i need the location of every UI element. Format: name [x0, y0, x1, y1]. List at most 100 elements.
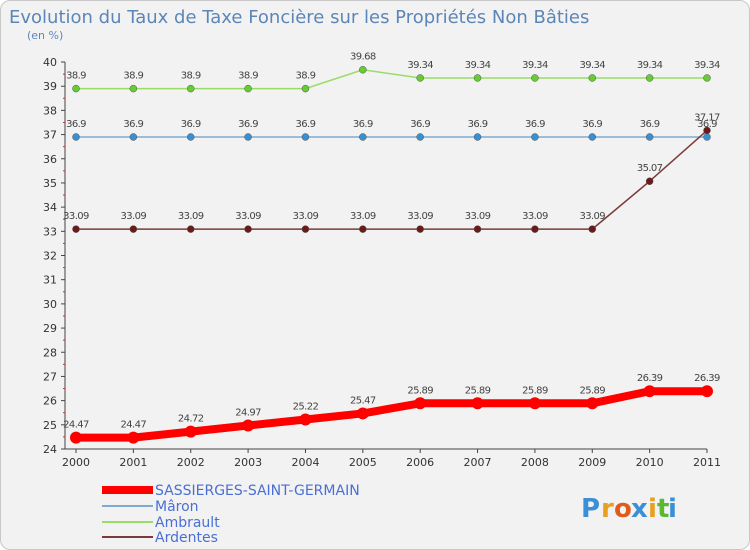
y-tick-label: 32: [43, 250, 57, 263]
data-point-ambrault: [588, 74, 597, 82]
legend: SASSIERGES-SAINT-GERMAINMâronAmbraultArd…: [102, 483, 360, 546]
data-label-ardentes: 35.07: [637, 163, 663, 174]
data-point-maron: [244, 133, 252, 141]
data-point-maron: [531, 133, 539, 141]
x-tick-label: 2010: [636, 456, 664, 469]
y-tick-label: 40: [43, 56, 57, 69]
x-tick-label: 2011: [693, 456, 721, 469]
data-point-ardentes: [72, 225, 80, 233]
data-label-sassierges-saint-germain: 25.89: [522, 385, 548, 396]
data-point-ambrault: [645, 74, 654, 82]
data-label-maron: 36.9: [640, 119, 660, 130]
legend-label-ambrault: Ambrault: [155, 515, 220, 531]
y-tick-label: 36: [43, 153, 57, 166]
data-label-maron: 36.9: [525, 119, 545, 130]
data-label-ardentes: 33.09: [178, 211, 204, 222]
series-line-sassierges-saint-germain: [72, 387, 711, 442]
data-label-ardentes: 33.09: [121, 211, 147, 222]
x-tick-label: 2004: [291, 456, 319, 469]
data-point-maron: [72, 133, 80, 141]
data-label-sassierges-saint-germain: 24.72: [178, 414, 204, 425]
data-point-ardentes: [359, 225, 367, 233]
data-point-ambrault: [473, 74, 482, 82]
data-label-ambrault: 38.9: [66, 71, 86, 82]
x-tick-label: 2005: [349, 456, 377, 469]
data-label-ambrault: 39.34: [579, 60, 605, 71]
data-label-ardentes: 33.09: [522, 211, 548, 222]
data-label-ardentes: 37.17: [694, 112, 720, 123]
y-tick-label: 27: [43, 370, 57, 383]
data-label-ardentes: 33.09: [63, 211, 89, 222]
data-point-maron: [703, 133, 711, 141]
data-point-ardentes: [531, 225, 539, 233]
data-point-sassierges-saint-germain: [70, 431, 82, 444]
data-label-sassierges-saint-germain: 24.47: [121, 420, 147, 431]
data-label-ambrault: 38.9: [123, 71, 143, 82]
data-point-ambrault: [703, 74, 711, 82]
data-point-sassierges-saint-germain: [242, 419, 255, 432]
data-label-maron: 36.9: [296, 119, 316, 130]
data-point-ardentes: [301, 225, 310, 233]
data-point-sassierges-saint-germain: [528, 397, 541, 410]
data-label-maron: 36.9: [353, 119, 373, 130]
data-point-ambrault: [301, 84, 310, 93]
data-point-maron: [301, 133, 310, 141]
data-point-sassierges-saint-germain: [299, 413, 312, 426]
data-point-sassierges-saint-germain: [471, 397, 484, 410]
data-point-sassierges-saint-germain: [414, 397, 427, 410]
data-label-sassierges-saint-germain: 25.89: [579, 385, 605, 396]
series-layer: [70, 65, 713, 444]
data-point-ardentes: [588, 225, 597, 233]
series-line-ambrault: [75, 68, 708, 90]
data-label-maron: 36.9: [123, 119, 143, 130]
data-point-sassierges-saint-germain: [701, 385, 713, 398]
data-point-sassierges-saint-germain: [356, 407, 369, 420]
legend-label-ardentes: Ardentes: [155, 530, 218, 546]
y-tick-label: 29: [43, 322, 57, 335]
data-label-ambrault: 39.34: [694, 60, 720, 71]
data-label-ardentes: 33.09: [350, 211, 376, 222]
y-tick-label: 35: [43, 177, 57, 190]
data-point-ambrault: [359, 65, 367, 74]
data-label-sassierges-saint-germain: 26.39: [694, 373, 720, 384]
series-line-ardentes: [75, 129, 708, 230]
x-tick-label: 2000: [62, 456, 90, 469]
data-point-sassierges-saint-germain: [184, 425, 197, 438]
y-tick-label: 37: [43, 129, 57, 142]
data-label-ambrault: 38.9: [296, 71, 316, 82]
chart-title: Evolution du Taux de Taxe Foncière sur l…: [9, 7, 589, 28]
data-label-ambrault: 39.34: [522, 60, 548, 71]
brand-letter: x: [631, 494, 648, 524]
y-tick-label: 31: [43, 274, 57, 287]
brand-letter: r: [601, 494, 614, 524]
data-label-ardentes: 33.09: [235, 211, 261, 222]
y-tick-label: 38: [43, 104, 57, 117]
data-point-maron: [416, 133, 424, 141]
data-point-ambrault: [129, 84, 138, 93]
brand-letter: t: [657, 494, 669, 524]
y-tick-label: 26: [43, 395, 57, 408]
legend-label-sassierges-saint-germain: SASSIERGES-SAINT-GERMAIN: [155, 483, 360, 499]
x-tick-label: 2002: [177, 456, 205, 469]
data-label-sassierges-saint-germain: 24.47: [63, 420, 89, 431]
data-point-ambrault: [186, 84, 195, 93]
chart-subtitle: (en %): [27, 29, 63, 42]
y-tick-label: 30: [43, 298, 57, 311]
data-point-ardentes: [416, 225, 424, 233]
data-label-ambrault: 39.34: [637, 60, 663, 71]
data-point-sassierges-saint-germain: [127, 431, 140, 444]
data-label-maron: 36.9: [582, 119, 602, 130]
data-label-maron: 36.9: [66, 119, 86, 130]
data-labels: 36.9 36.9 36.9 36.9 36.9 36.9 36.9 36.9 36.9 36.9…: [63, 52, 720, 431]
data-point-maron: [473, 133, 482, 141]
data-point-ardentes: [129, 225, 138, 233]
data-label-ardentes: 33.09: [465, 211, 491, 222]
data-point-maron: [129, 133, 138, 141]
data-label-ambrault: 39.34: [465, 60, 491, 71]
data-label-maron: 36.9: [468, 119, 488, 130]
data-label-ardentes: 33.09: [407, 211, 433, 222]
data-point-ardentes: [645, 177, 654, 185]
